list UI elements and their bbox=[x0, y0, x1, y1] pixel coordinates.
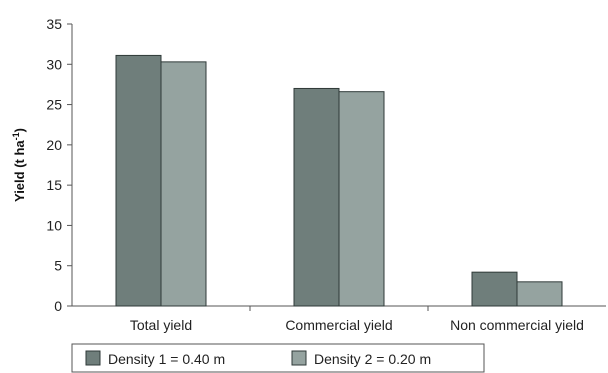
y-tick-label: 10 bbox=[46, 217, 62, 233]
legend-label-1: Density 1 = 0.40 m bbox=[108, 351, 225, 367]
legend-label-2: Density 2 = 0.20 m bbox=[314, 351, 431, 367]
bar-2 bbox=[516, 281, 563, 307]
y-tick-label: 35 bbox=[46, 16, 62, 32]
y-tick-label: 30 bbox=[46, 56, 62, 72]
legend-swatch-2 bbox=[291, 350, 307, 366]
bar-1 bbox=[471, 271, 518, 307]
category-label: Non commercial yield bbox=[450, 317, 584, 333]
category-label: Total yield bbox=[130, 317, 192, 333]
y-tick-label: 20 bbox=[46, 137, 62, 153]
bar-2 bbox=[338, 91, 385, 307]
category-label: Commercial yield bbox=[285, 317, 392, 333]
category-labels: Total yield Commercial yield Non commercia… bbox=[130, 306, 584, 333]
y-tick-label: 25 bbox=[46, 97, 62, 113]
bar-1 bbox=[293, 87, 340, 307]
legend: Density 1 = 0.40 m Density 2 = 0.20 m bbox=[71, 343, 485, 373]
y-axis-ticks: 0 5 10 15 20 25 30 35 bbox=[46, 16, 72, 314]
legend-frame bbox=[71, 343, 485, 373]
bars-group bbox=[115, 54, 563, 307]
legend-swatch-1 bbox=[85, 350, 101, 366]
bar-2 bbox=[160, 61, 207, 307]
bar-1 bbox=[115, 54, 162, 307]
y-axis-title: Yield (t ha-1) bbox=[11, 128, 27, 202]
y-tick-label: 15 bbox=[46, 177, 62, 193]
y-tick-label: 0 bbox=[54, 298, 62, 314]
y-tick-label: 5 bbox=[54, 258, 62, 274]
